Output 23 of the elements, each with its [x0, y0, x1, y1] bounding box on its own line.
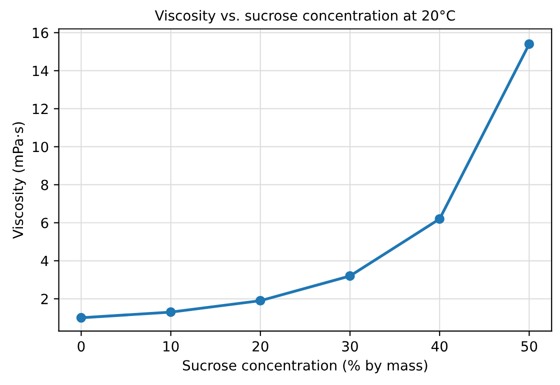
- y-tick-label: 8: [41, 180, 48, 190]
- point: [345, 271, 355, 281]
- point: [76, 312, 86, 323]
- point: [434, 214, 444, 224]
- x-tick-label: 30: [342, 341, 358, 352]
- x-tick-label: 0: [78, 341, 85, 352]
- x-tick-label: 20: [252, 341, 268, 352]
- point: [524, 39, 534, 49]
- y-axis-title: Viscosity (mPa·s): [12, 122, 26, 239]
- x-tick-label: 50: [521, 341, 538, 352]
- x-axis-title: Sucrose concentration (% by mass): [182, 360, 428, 374]
- x-tick-label: 10: [163, 341, 179, 352]
- y-tick-label: 4: [40, 256, 48, 266]
- point: [166, 307, 176, 317]
- y-tick-label: 16: [32, 28, 48, 38]
- x-tick-label: 40: [431, 341, 448, 352]
- y-tick-label: 6: [41, 218, 48, 228]
- y-tick-label: 14: [32, 66, 48, 76]
- y-tick-label: 2: [41, 294, 48, 304]
- chart-title: Viscosity vs. sucrose concentration at 20°C: [154, 10, 455, 24]
- y-tick-label: 12: [32, 104, 48, 114]
- point: [256, 296, 266, 306]
- y-tick-label: 10: [32, 142, 48, 152]
